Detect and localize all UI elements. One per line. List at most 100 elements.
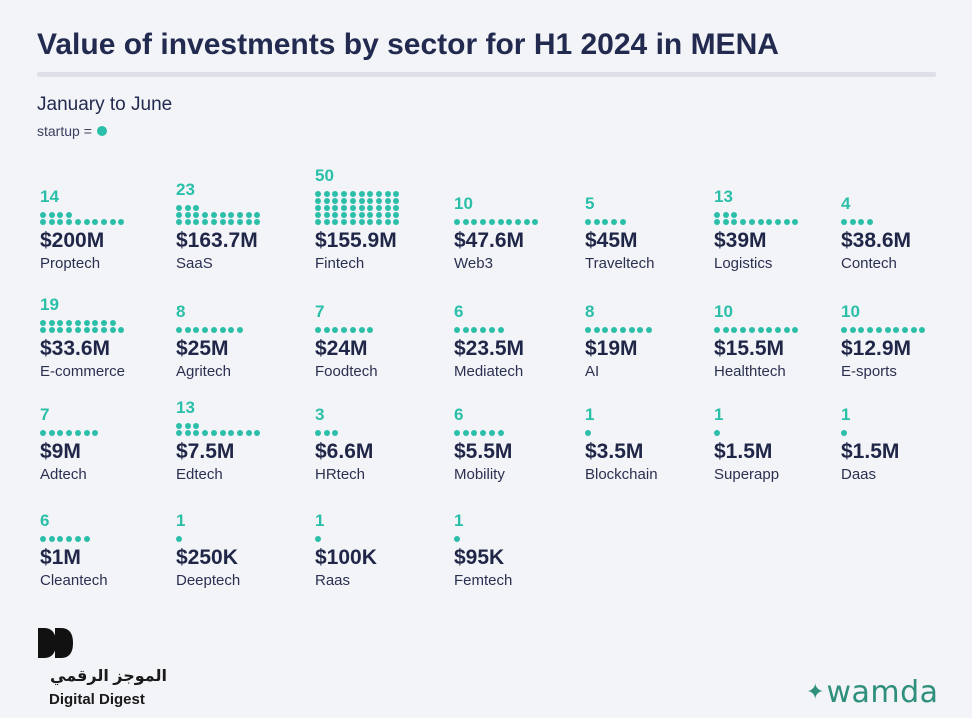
startup-dot [193,205,200,211]
startup-dot [74,219,81,225]
startup-dot [341,219,348,225]
startup-count: 50 [315,166,334,185]
startup-dot [210,430,217,436]
startup-dot [841,327,847,333]
startup-dot [471,327,478,333]
startup-dot [228,219,235,225]
startup-dot [57,212,64,218]
startup-count: 7 [40,405,50,424]
startup-dot [619,327,626,333]
startup-dot [109,219,116,225]
startup-dot [875,327,882,333]
startup-dot [315,198,321,204]
startup-dot [210,327,217,333]
startup-dot [48,219,55,225]
startup-dot [254,212,261,218]
startup-dot [184,327,191,333]
digital-digest-logo: الموجز الرقمي Digital Digest [34,626,174,712]
startup-dot [176,327,182,333]
startup-dot [193,430,200,436]
startup-dot [766,327,773,333]
startup-dot [323,219,330,225]
startup-dot [74,327,81,333]
investment-value: $39M [714,229,767,252]
startup-dot [858,219,865,225]
sector-label: Raas [315,572,351,589]
startup-dot [783,327,790,333]
startup-dot [349,212,356,218]
startup-dot [57,320,64,326]
startup-dot [315,212,321,218]
startup-dot [332,198,339,204]
startup-dot [919,327,926,333]
startup-dot [341,327,348,333]
investment-value: $95K [454,546,505,569]
digital-digest-arabic-name: الموجز الرقمي [50,668,168,685]
startup-dot [748,327,755,333]
startup-count: 1 [315,511,325,530]
startup-dot [393,205,400,211]
startup-dot [176,212,182,218]
startup-dot [236,327,243,333]
startup-dot [367,198,374,204]
startup-dot [332,219,339,225]
startup-dot [454,327,460,333]
startup-dot [74,430,81,436]
startup-dot [884,327,891,333]
startup-dot [367,219,374,225]
startup-dot [332,430,339,436]
investment-value: $6.6M [315,440,374,463]
sector-label: Mobility [454,466,505,483]
investment-value: $47.6M [454,229,525,252]
startup-dot [323,212,330,218]
sector-label: Adtech [40,466,87,483]
startup-dot [731,219,738,225]
startup-dot [645,327,652,333]
sector-label: E-commerce [40,363,126,380]
startup-dot [323,430,330,436]
startup-dot [245,219,252,225]
investment-value: $163.7M [176,229,258,252]
startup-dot [731,327,738,333]
sector-label: Femtech [454,572,513,589]
startup-dot [118,327,125,333]
investment-value: $1.5M [841,440,900,463]
sector-label: Cleantech [40,572,108,589]
investment-value: $24M [315,337,368,360]
sector-label: E-sports [841,363,897,380]
sector-label: Edtech [176,466,223,483]
startup-dot [92,430,99,436]
startup-dot [48,320,55,326]
startup-dot [901,327,908,333]
startup-dot [202,212,209,218]
startup-dot [393,191,400,197]
startup-dot [92,327,99,333]
startup-dot [454,536,460,542]
investment-value: $5.5M [454,440,513,463]
startup-dot [315,205,321,211]
startup-dot [40,320,46,326]
title-divider [37,72,936,77]
startup-dot [341,198,348,204]
startup-count: 3 [315,405,325,424]
startup-dot [83,327,90,333]
startup-dot [585,327,591,333]
startup-dot [488,327,495,333]
subtitle: January to June [37,94,173,115]
double-d-mark-icon [38,628,73,658]
sector-label: Proptech [40,255,101,272]
startup-dot [523,219,530,225]
startup-count: 23 [176,180,195,199]
startup-dot [176,536,182,542]
investment-value: $33.6M [40,337,111,360]
startup-dot [367,327,374,333]
startup-dot [514,219,521,225]
startup-count: 6 [40,511,50,530]
startup-dot [841,430,847,436]
startup-dot [118,219,125,225]
startup-dot [323,198,330,204]
startup-dot [471,219,478,225]
startup-dot [109,327,116,333]
startup-dot [57,327,64,333]
startup-count: 1 [585,405,595,424]
